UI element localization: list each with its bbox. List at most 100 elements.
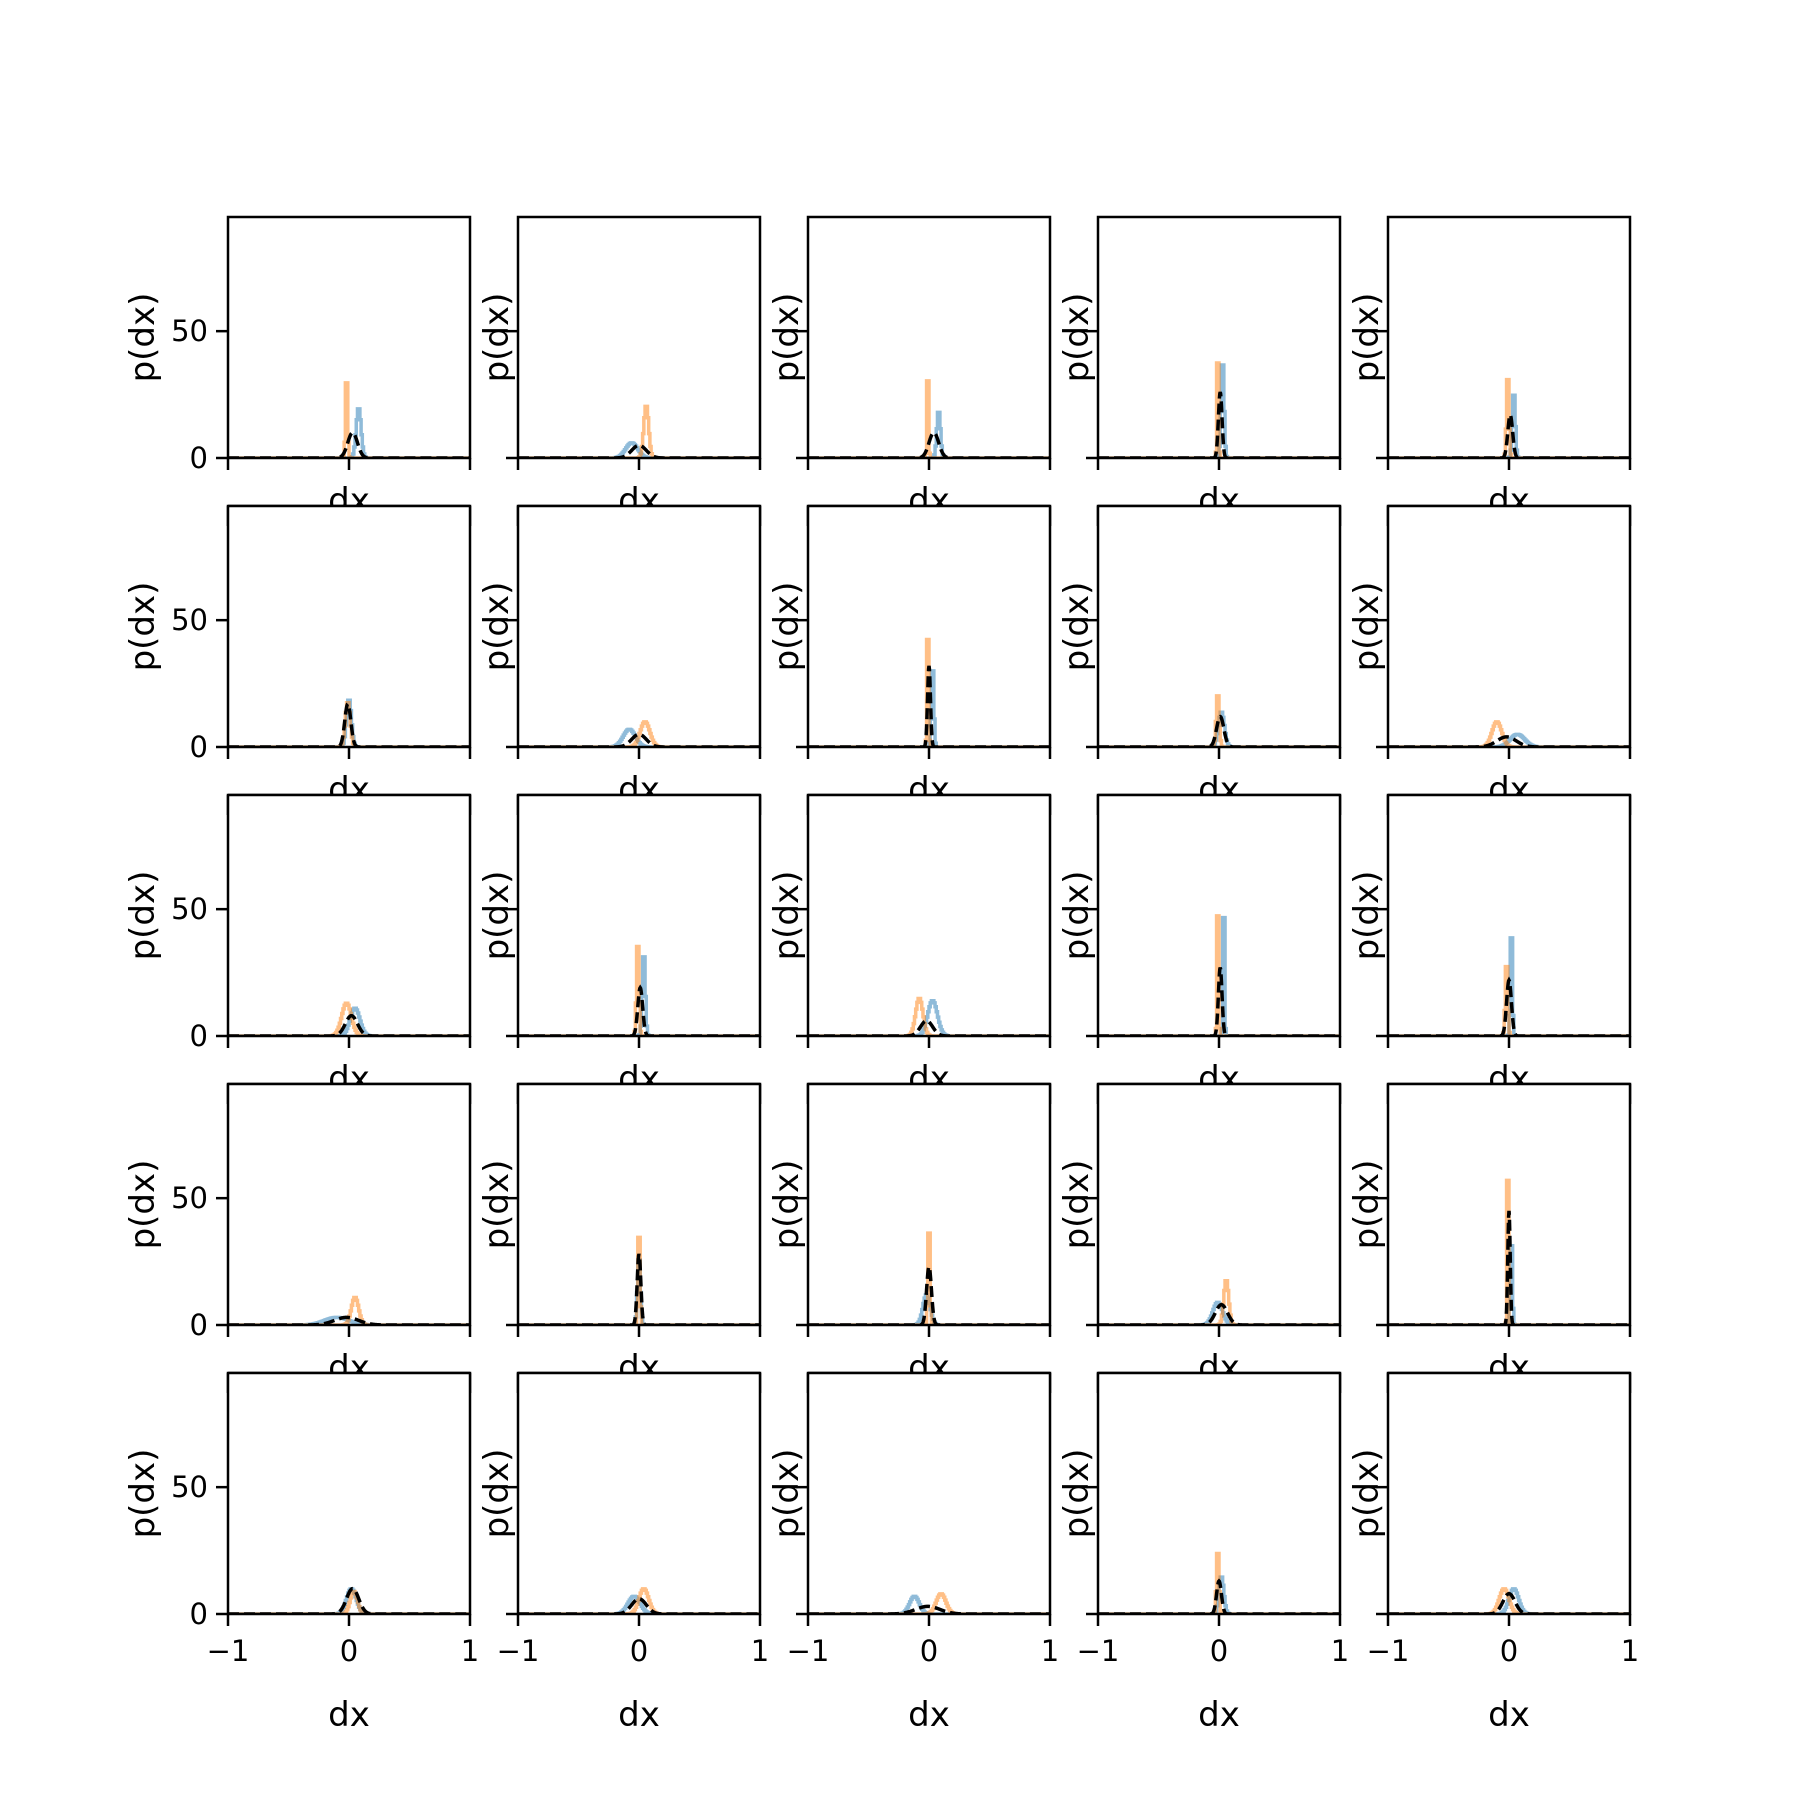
- black-dashed-density: [808, 1604, 1050, 1614]
- orange-histogram: [1098, 361, 1340, 458]
- panel-data: [518, 404, 760, 458]
- x-tick-label: −1: [207, 1634, 250, 1668]
- axes-frame: [516, 1371, 762, 1616]
- black-dashed-density: [228, 1586, 470, 1614]
- orange-histogram: [518, 944, 760, 1036]
- black-dashed-density: [1388, 411, 1630, 458]
- y-axis-label: p(dx): [123, 1160, 163, 1250]
- y-tick-label: 50: [171, 314, 208, 348]
- axes-top-cover: [808, 1084, 1050, 1104]
- black-dashed-density: [228, 1013, 470, 1036]
- panel-data: [1098, 1551, 1340, 1614]
- blue-histogram: [228, 407, 470, 458]
- panel-r2-c2: dxp(dx): [767, 793, 1052, 1099]
- y-axis-label: p(dx): [767, 293, 807, 383]
- axes-top-cover: [518, 795, 760, 815]
- panel-data: [808, 1231, 1050, 1325]
- black-dashed-density: [1098, 391, 1340, 458]
- panel-data: [228, 1295, 470, 1325]
- orange-histogram: [1388, 720, 1630, 747]
- y-tick-label: 0: [190, 1597, 208, 1631]
- y-tick-label: 50: [171, 603, 208, 637]
- panel-data: [808, 996, 1050, 1036]
- panel-data: [1388, 720, 1630, 747]
- y-tick-label: 0: [190, 1019, 208, 1053]
- orange-histogram: [1098, 1551, 1340, 1614]
- axes-frame: [1386, 504, 1632, 749]
- x-axis-label: dx: [328, 1695, 370, 1735]
- panel-r3-c3: dxp(dx): [1057, 1082, 1342, 1388]
- y-tick-label: 0: [190, 1308, 208, 1342]
- panel-data: [1388, 1587, 1630, 1614]
- panel-data: [1098, 361, 1340, 458]
- orange-histogram: [228, 1589, 470, 1614]
- axes-top-cover: [1388, 795, 1630, 815]
- panel-r4-c3: −1 0 1 dx p(dx): [1057, 1371, 1349, 1735]
- y-axis-label: p(dx): [477, 1449, 517, 1539]
- x-axis-label: dx: [1488, 1695, 1530, 1735]
- x-axis-label: dx: [908, 1695, 950, 1735]
- x-tick-label: 0: [1500, 1634, 1518, 1668]
- panel-r1-c3: dxp(dx): [1057, 504, 1342, 810]
- orange-histogram: [1388, 1178, 1630, 1325]
- panel-data: [518, 1235, 760, 1325]
- y-axis-label: p(dx): [1057, 1449, 1097, 1539]
- panel-r4-c2: −1 0 1 dx p(dx): [767, 1371, 1059, 1735]
- y-axis-label: p(dx): [767, 582, 807, 672]
- x-axis-label: dx: [618, 1695, 660, 1735]
- orange-histogram: [228, 1295, 470, 1325]
- panel-r3-c2: dxp(dx): [767, 1082, 1052, 1388]
- panel-data: [228, 1001, 470, 1036]
- y-tick-label: 50: [171, 1181, 208, 1215]
- axes-frame: [516, 504, 762, 749]
- axes-top-cover: [1098, 795, 1340, 815]
- black-dashed-density: [808, 665, 1050, 747]
- panel-r1-c1: dxp(dx): [477, 504, 762, 810]
- y-axis-label: p(dx): [477, 871, 517, 961]
- y-axis-label: p(dx): [477, 582, 517, 672]
- axes-top-cover: [228, 506, 470, 526]
- orange-histogram: [518, 1235, 760, 1325]
- panel-data: [1098, 914, 1340, 1036]
- y-axis-label: p(dx): [123, 1449, 163, 1539]
- panel-data: [1388, 377, 1630, 458]
- x-tick-label: 1: [461, 1634, 479, 1668]
- orange-histogram: [808, 379, 1050, 458]
- y-axis-label: p(dx): [1347, 871, 1387, 961]
- x-tick-label: 1: [1621, 1634, 1639, 1668]
- y-axis-label: p(dx): [1057, 1160, 1097, 1250]
- y-axis-label: p(dx): [1347, 1160, 1387, 1250]
- axes-top-cover: [518, 1373, 760, 1393]
- orange-histogram: [1388, 964, 1630, 1036]
- blue-histogram: [1388, 732, 1630, 747]
- panel-data: [518, 944, 760, 1036]
- axes-top-cover: [518, 506, 760, 526]
- blue-histogram: [808, 1594, 1050, 1614]
- blue-histogram: [228, 698, 470, 747]
- axes-frame: [806, 1371, 1052, 1616]
- y-axis-label: p(dx): [123, 582, 163, 672]
- axes-top-cover: [1388, 1084, 1630, 1104]
- black-dashed-density: [228, 430, 470, 458]
- panel-r3-c4: dxp(dx): [1347, 1082, 1632, 1388]
- axes-top-cover: [1098, 1373, 1340, 1393]
- axes-frame: [226, 1082, 472, 1327]
- y-axis-label: p(dx): [1347, 582, 1387, 672]
- black-dashed-density: [1388, 976, 1630, 1036]
- panel-r2-c1: dxp(dx): [477, 793, 762, 1099]
- y-axis-label: p(dx): [1057, 871, 1097, 961]
- x-tick-label: −1: [1367, 1634, 1410, 1668]
- axes-frame: [1096, 1082, 1342, 1327]
- panel-r3-c1: dxp(dx): [477, 1082, 762, 1388]
- orange-histogram: [808, 1592, 1050, 1614]
- x-tick-label: 1: [751, 1634, 769, 1668]
- panel-r0-c4: dxp(dx): [1347, 215, 1632, 521]
- x-tick-label: −1: [787, 1634, 830, 1668]
- x-axis-label: dx: [1198, 1695, 1240, 1735]
